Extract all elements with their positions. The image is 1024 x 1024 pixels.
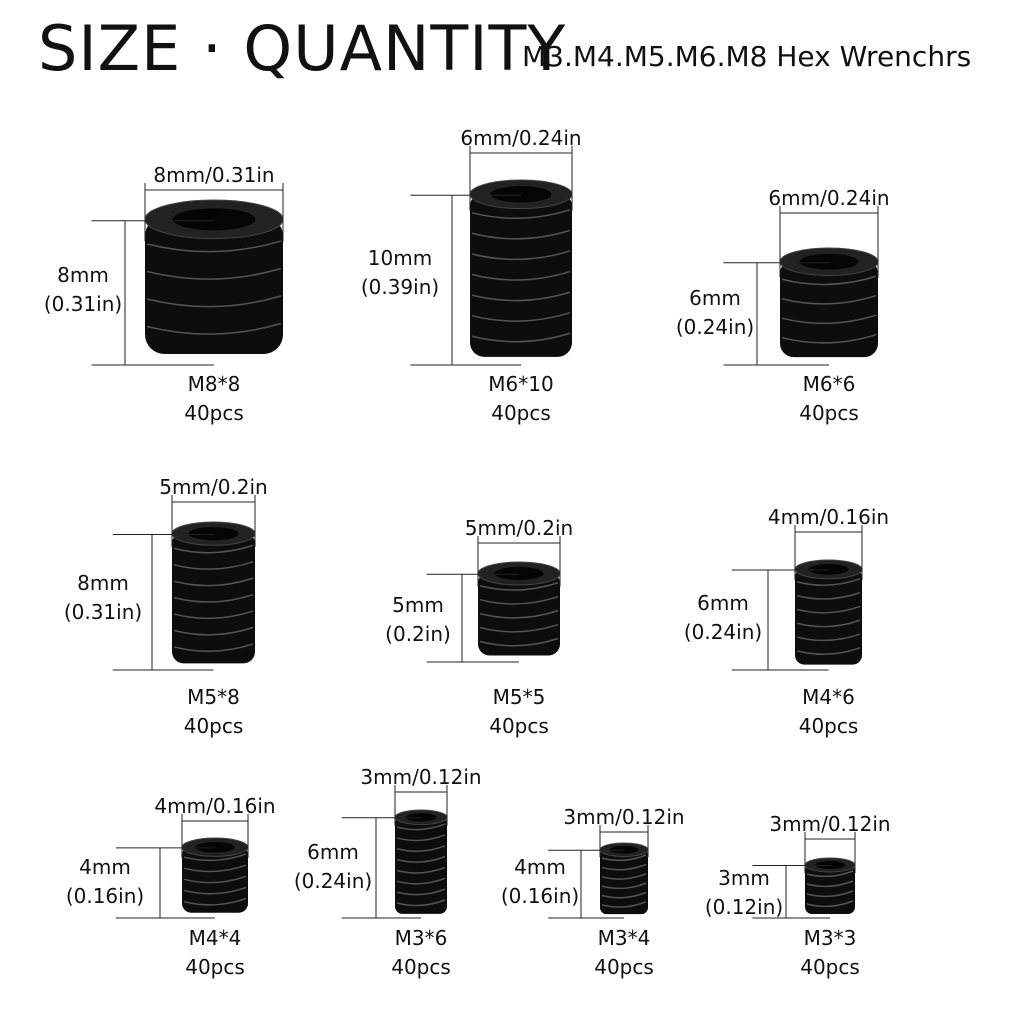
- height-dimension-line: [116, 847, 215, 919]
- width-dimension-line: [144, 183, 284, 242]
- height-in-label: (0.39in): [360, 275, 440, 299]
- size-name: M5*5: [492, 685, 546, 709]
- set-screw: [394, 809, 448, 914]
- size-name: M8*8: [187, 372, 241, 396]
- set-screw: [477, 561, 561, 656]
- height-in-label: (0.24in): [293, 869, 373, 893]
- size-name: M3*4: [597, 926, 651, 950]
- size-name: M4*4: [188, 926, 242, 950]
- width-label: 6mm/0.24in: [460, 126, 582, 150]
- width-dimension-line: [794, 525, 863, 581]
- height-in-label: (0.12in): [704, 895, 784, 919]
- height-mm-label: 10mm: [367, 246, 433, 270]
- height-mm-label: 3mm: [718, 866, 770, 890]
- height-in-label: (0.16in): [65, 884, 145, 908]
- set-screw: [144, 199, 284, 354]
- quantity-label: 40pcs: [183, 714, 244, 738]
- height-dimension-line: [410, 194, 521, 366]
- quantity-label: 40pcs: [391, 955, 451, 979]
- quantity-label: 40pcs: [184, 401, 244, 425]
- width-label: 4mm/0.16in: [154, 794, 276, 818]
- height-in-label: (0.24in): [675, 315, 755, 339]
- set-screw: [779, 247, 879, 358]
- width-label: 3mm/0.12in: [360, 765, 482, 789]
- height-dimension-line: [548, 849, 624, 919]
- width-label: 6mm/0.24in: [768, 186, 890, 210]
- height-dimension-line: [91, 220, 214, 366]
- height-mm-label: 6mm: [697, 591, 749, 615]
- width-label: 4mm/0.16in: [767, 505, 890, 529]
- quantity-label: 40pcs: [800, 955, 860, 979]
- height-in-label: (0.24in): [683, 620, 763, 644]
- height-in-label: (0.16in): [500, 884, 580, 908]
- quantity-label: 40pcs: [594, 955, 654, 979]
- height-dimension-line: [752, 865, 830, 919]
- set-screw: [181, 837, 249, 913]
- height-mm-label: 4mm: [79, 855, 131, 879]
- set-screw: [171, 521, 256, 664]
- height-dimension-line: [341, 817, 421, 919]
- size-name: M5*8: [187, 685, 240, 709]
- quantity-label: 40pcs: [185, 955, 245, 979]
- size-name: M4*6: [802, 685, 855, 709]
- height-dimension-line: [112, 533, 214, 671]
- height-dimension-line: [732, 569, 829, 671]
- quantity-label: 40pcs: [798, 714, 859, 738]
- quantity-label: 40pcs: [799, 401, 859, 425]
- height-dimension-line: [426, 573, 519, 663]
- width-dimension-line: [469, 146, 573, 211]
- height-mm-label: 6mm: [689, 286, 741, 310]
- width-label: 5mm/0.2in: [159, 475, 268, 499]
- size-name: M3*6: [394, 926, 448, 950]
- page-title: SIZE · QUANTITY: [38, 12, 567, 85]
- size-name: M6*10: [488, 372, 554, 396]
- height-mm-label: 6mm: [307, 840, 359, 864]
- width-dimension-line: [779, 206, 879, 278]
- height-in-label: (0.31in): [43, 292, 123, 316]
- height-mm-label: 8mm: [57, 263, 109, 287]
- page-subtitle: M3.M4.M5.M6.M8 Hex Wrenchrs: [522, 40, 972, 73]
- height-dimension-line: [723, 262, 829, 366]
- width-label: 5mm/0.2in: [464, 516, 574, 540]
- quantity-label: 40pcs: [489, 714, 549, 738]
- width-dimension-line: [171, 495, 256, 547]
- width-label: 8mm/0.31in: [153, 163, 275, 187]
- height-mm-label: 5mm: [392, 593, 444, 617]
- width-dimension-line: [181, 814, 249, 858]
- size-name: M3*3: [803, 926, 857, 950]
- height-mm-label: 8mm: [77, 571, 129, 595]
- set-screw: [469, 179, 573, 357]
- size-name: M6*6: [802, 372, 856, 396]
- set-screw: [794, 559, 863, 665]
- set-screw: [599, 842, 649, 915]
- width-label: 3mm/0.12in: [769, 812, 891, 836]
- height-in-label: (0.31in): [63, 600, 143, 624]
- width-dimension-line: [804, 832, 856, 873]
- height-mm-label: 4mm: [514, 855, 566, 879]
- width-dimension-line: [477, 536, 561, 587]
- quantity-label: 40pcs: [491, 401, 551, 425]
- set-screw: [804, 857, 856, 914]
- width-dimension-line: [394, 785, 448, 826]
- width-label: 3mm/0.12in: [563, 805, 685, 829]
- width-dimension-line: [599, 825, 649, 858]
- height-in-label: (0.2in): [385, 622, 451, 646]
